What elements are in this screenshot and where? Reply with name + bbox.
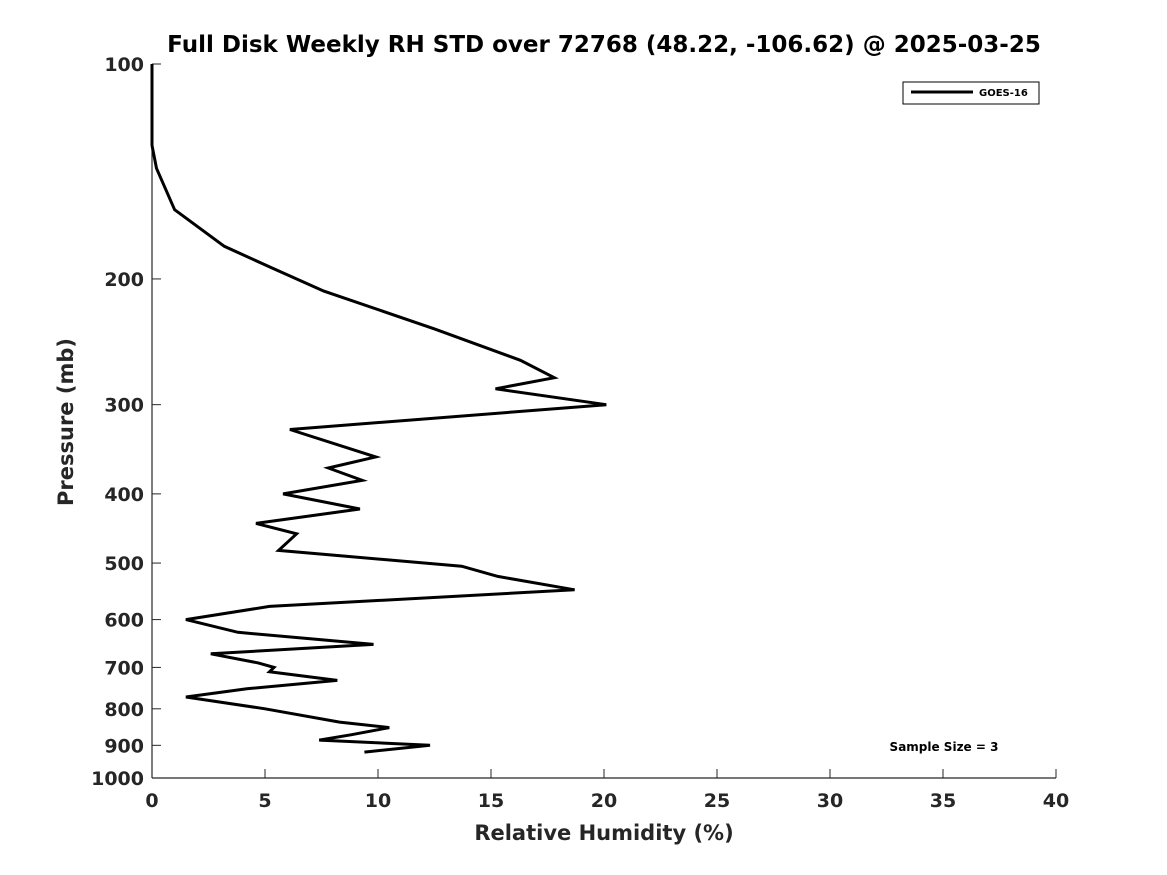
- y-tick-label: 300: [104, 395, 144, 417]
- y-tick-label: 400: [104, 484, 144, 506]
- x-tick-label: 30: [817, 790, 843, 812]
- x-tick-label: 40: [1043, 790, 1069, 812]
- y-ticks: 100 200 300 400 500 600 700 800 900 1000: [91, 54, 161, 790]
- x-tick-label: 25: [704, 790, 730, 812]
- y-tick-label: 800: [104, 699, 144, 721]
- x-tick-label: 5: [258, 790, 271, 812]
- x-ticks: 0 5 10 15 20 25 30 35 40: [145, 769, 1069, 812]
- sample-size-annotation: Sample Size = 3: [890, 740, 999, 754]
- y-tick-label: 600: [104, 610, 144, 632]
- y-tick-label: 1000: [91, 768, 144, 790]
- y-tick-label: 700: [104, 657, 144, 679]
- legend: GOES-16: [902, 81, 1040, 105]
- y-tick-label: 200: [104, 269, 144, 291]
- x-tick-label: 0: [145, 790, 158, 812]
- legend-label-goes-16: GOES-16: [979, 88, 1028, 99]
- y-tick-label: 500: [104, 553, 144, 575]
- x-tick-label: 20: [591, 790, 617, 812]
- x-tick-label: 15: [478, 790, 504, 812]
- x-axis-label: Relative Humidity (%): [474, 821, 733, 845]
- x-tick-label: 10: [365, 790, 391, 812]
- y-tick-label: 100: [104, 54, 144, 76]
- series-line-goes-16: [150, 64, 607, 754]
- x-tick-label: 35: [930, 790, 956, 812]
- y-axis-label: Pressure (mb): [54, 338, 78, 506]
- y-tick-label: 900: [104, 735, 144, 757]
- chart-title: Full Disk Weekly RH STD over 72768 (48.2…: [167, 32, 1041, 58]
- plot-area: 0 5 10 15 20 25 30 35 40 100 200 300 400 500 600 700 80…: [91, 54, 1069, 812]
